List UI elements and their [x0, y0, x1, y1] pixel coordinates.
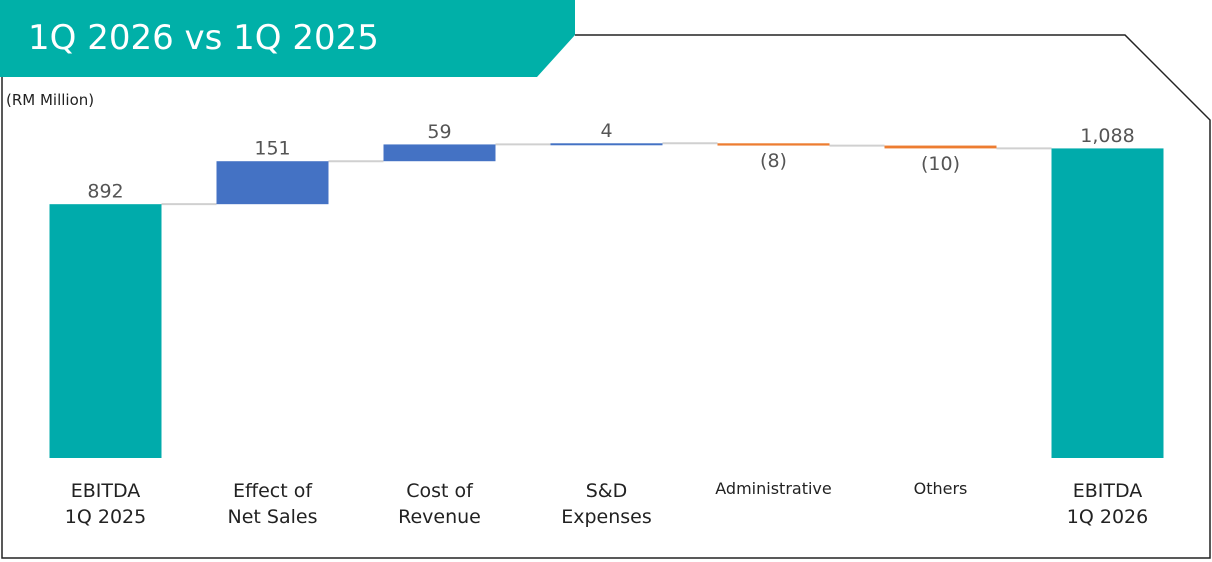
value-label: 892	[87, 181, 123, 203]
category-label: Cost of Revenue	[398, 480, 481, 528]
bar	[49, 204, 162, 458]
bar	[1051, 148, 1164, 458]
value-label: 59	[427, 121, 451, 143]
value-label: (8)	[760, 150, 787, 172]
value-label: (10)	[921, 153, 960, 175]
bar	[717, 143, 830, 146]
title-banner	[0, 0, 575, 77]
value-label: 1,088	[1080, 125, 1134, 147]
bar	[550, 143, 663, 146]
unit-label: (RM Million)	[6, 91, 95, 109]
bar	[216, 161, 329, 205]
value-label: 4	[600, 120, 612, 142]
category-label: EBITDA 1Q 2026	[1066, 480, 1149, 528]
bar	[383, 144, 496, 162]
category-label: Effect of Net Sales	[227, 480, 318, 528]
category-label: EBITDA 1Q 2025	[64, 480, 147, 528]
value-label: 151	[254, 138, 290, 160]
chart-title: 1Q 2026 vs 1Q 2025	[28, 18, 379, 58]
category-label: Others	[913, 479, 968, 498]
frame	[1, 34, 1211, 559]
category-label: Administrative	[715, 479, 832, 498]
bar	[884, 145, 997, 149]
category-label: S&D Expenses	[561, 480, 652, 528]
